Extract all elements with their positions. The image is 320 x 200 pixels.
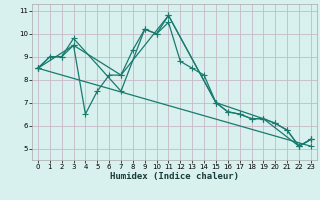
X-axis label: Humidex (Indice chaleur): Humidex (Indice chaleur) [110,172,239,181]
